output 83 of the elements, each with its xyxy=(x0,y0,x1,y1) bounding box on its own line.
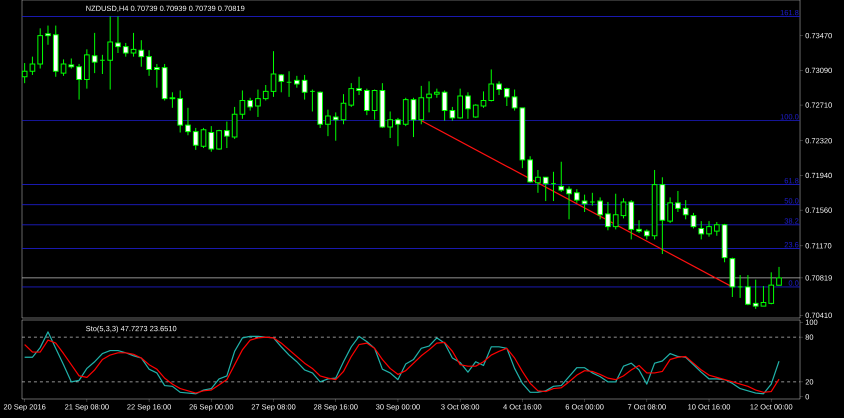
candlestick xyxy=(550,171,556,202)
candlestick xyxy=(737,274,743,298)
candlestick xyxy=(472,104,479,118)
candlestick xyxy=(332,112,339,142)
candlestick xyxy=(192,127,199,150)
candlestick xyxy=(262,84,269,102)
candlestick xyxy=(325,109,331,137)
candlestick xyxy=(590,192,596,206)
candlestick xyxy=(60,58,66,76)
candlestick xyxy=(138,40,144,68)
candlestick xyxy=(356,76,362,96)
candlestick xyxy=(574,188,580,204)
candlestick xyxy=(115,16,121,54)
candlestick xyxy=(270,50,276,98)
candlestick xyxy=(216,129,222,150)
candlestick xyxy=(457,88,463,120)
candlestick xyxy=(154,63,160,88)
candlestick xyxy=(644,228,650,240)
candlestick xyxy=(340,94,346,125)
candlestick xyxy=(450,106,456,122)
candlestick xyxy=(558,161,564,192)
candlestick xyxy=(310,89,316,112)
candlestick xyxy=(488,68,494,102)
candlestick xyxy=(92,32,98,74)
candlestick xyxy=(76,63,82,100)
candlestick xyxy=(566,186,572,220)
candlestick xyxy=(745,274,751,306)
candlestick xyxy=(582,194,588,212)
candlestick xyxy=(30,56,36,76)
candlestick xyxy=(348,82,354,108)
candlestick xyxy=(232,106,238,140)
candlestick xyxy=(527,156,533,184)
candlestick xyxy=(68,58,74,70)
candlestick xyxy=(255,89,261,118)
candlestick xyxy=(22,62,28,84)
candlestick xyxy=(760,286,766,307)
candlestick xyxy=(426,80,432,113)
candlestick xyxy=(107,16,114,90)
candlestick xyxy=(512,89,518,112)
candlestick xyxy=(410,97,416,138)
candlestick xyxy=(418,85,424,125)
candlestick xyxy=(434,88,440,98)
candlestick xyxy=(535,169,541,194)
candlestick xyxy=(45,25,51,46)
candlestick xyxy=(395,117,401,147)
candlestick xyxy=(667,196,673,224)
candlestick xyxy=(364,88,370,116)
candlestick xyxy=(247,97,254,112)
candlestick xyxy=(504,87,510,106)
candlestick xyxy=(130,32,136,58)
candlestick xyxy=(286,70,292,98)
candlestick xyxy=(185,107,191,136)
candlestick xyxy=(636,220,642,234)
candlestick xyxy=(605,201,611,231)
candlestick xyxy=(752,279,759,310)
candlestick xyxy=(240,90,246,120)
candlestick xyxy=(442,90,448,122)
candlestick xyxy=(146,50,152,76)
candlestick xyxy=(100,54,106,75)
candlestick xyxy=(776,266,782,286)
candlestick xyxy=(200,127,206,149)
candlestick xyxy=(278,74,284,93)
candlestick xyxy=(612,193,619,230)
candlestick xyxy=(768,272,774,305)
candlestick xyxy=(698,220,704,240)
candlestick xyxy=(122,42,129,58)
candlestick xyxy=(542,176,549,202)
candlestick xyxy=(620,198,626,219)
candlestick xyxy=(302,74,308,100)
candlestick xyxy=(682,200,689,220)
candlestick xyxy=(480,90,486,108)
candlestick xyxy=(675,190,681,212)
candlestick xyxy=(690,212,696,229)
candlestick xyxy=(224,121,230,149)
candlestick xyxy=(597,196,603,220)
candlestick xyxy=(714,222,720,236)
candlestick xyxy=(294,75,300,88)
candlestick xyxy=(706,220,712,238)
candlestick xyxy=(465,92,471,120)
candlestick xyxy=(387,110,393,138)
candlestick xyxy=(496,80,502,96)
candlestick xyxy=(372,89,378,120)
candlestick xyxy=(208,126,214,152)
